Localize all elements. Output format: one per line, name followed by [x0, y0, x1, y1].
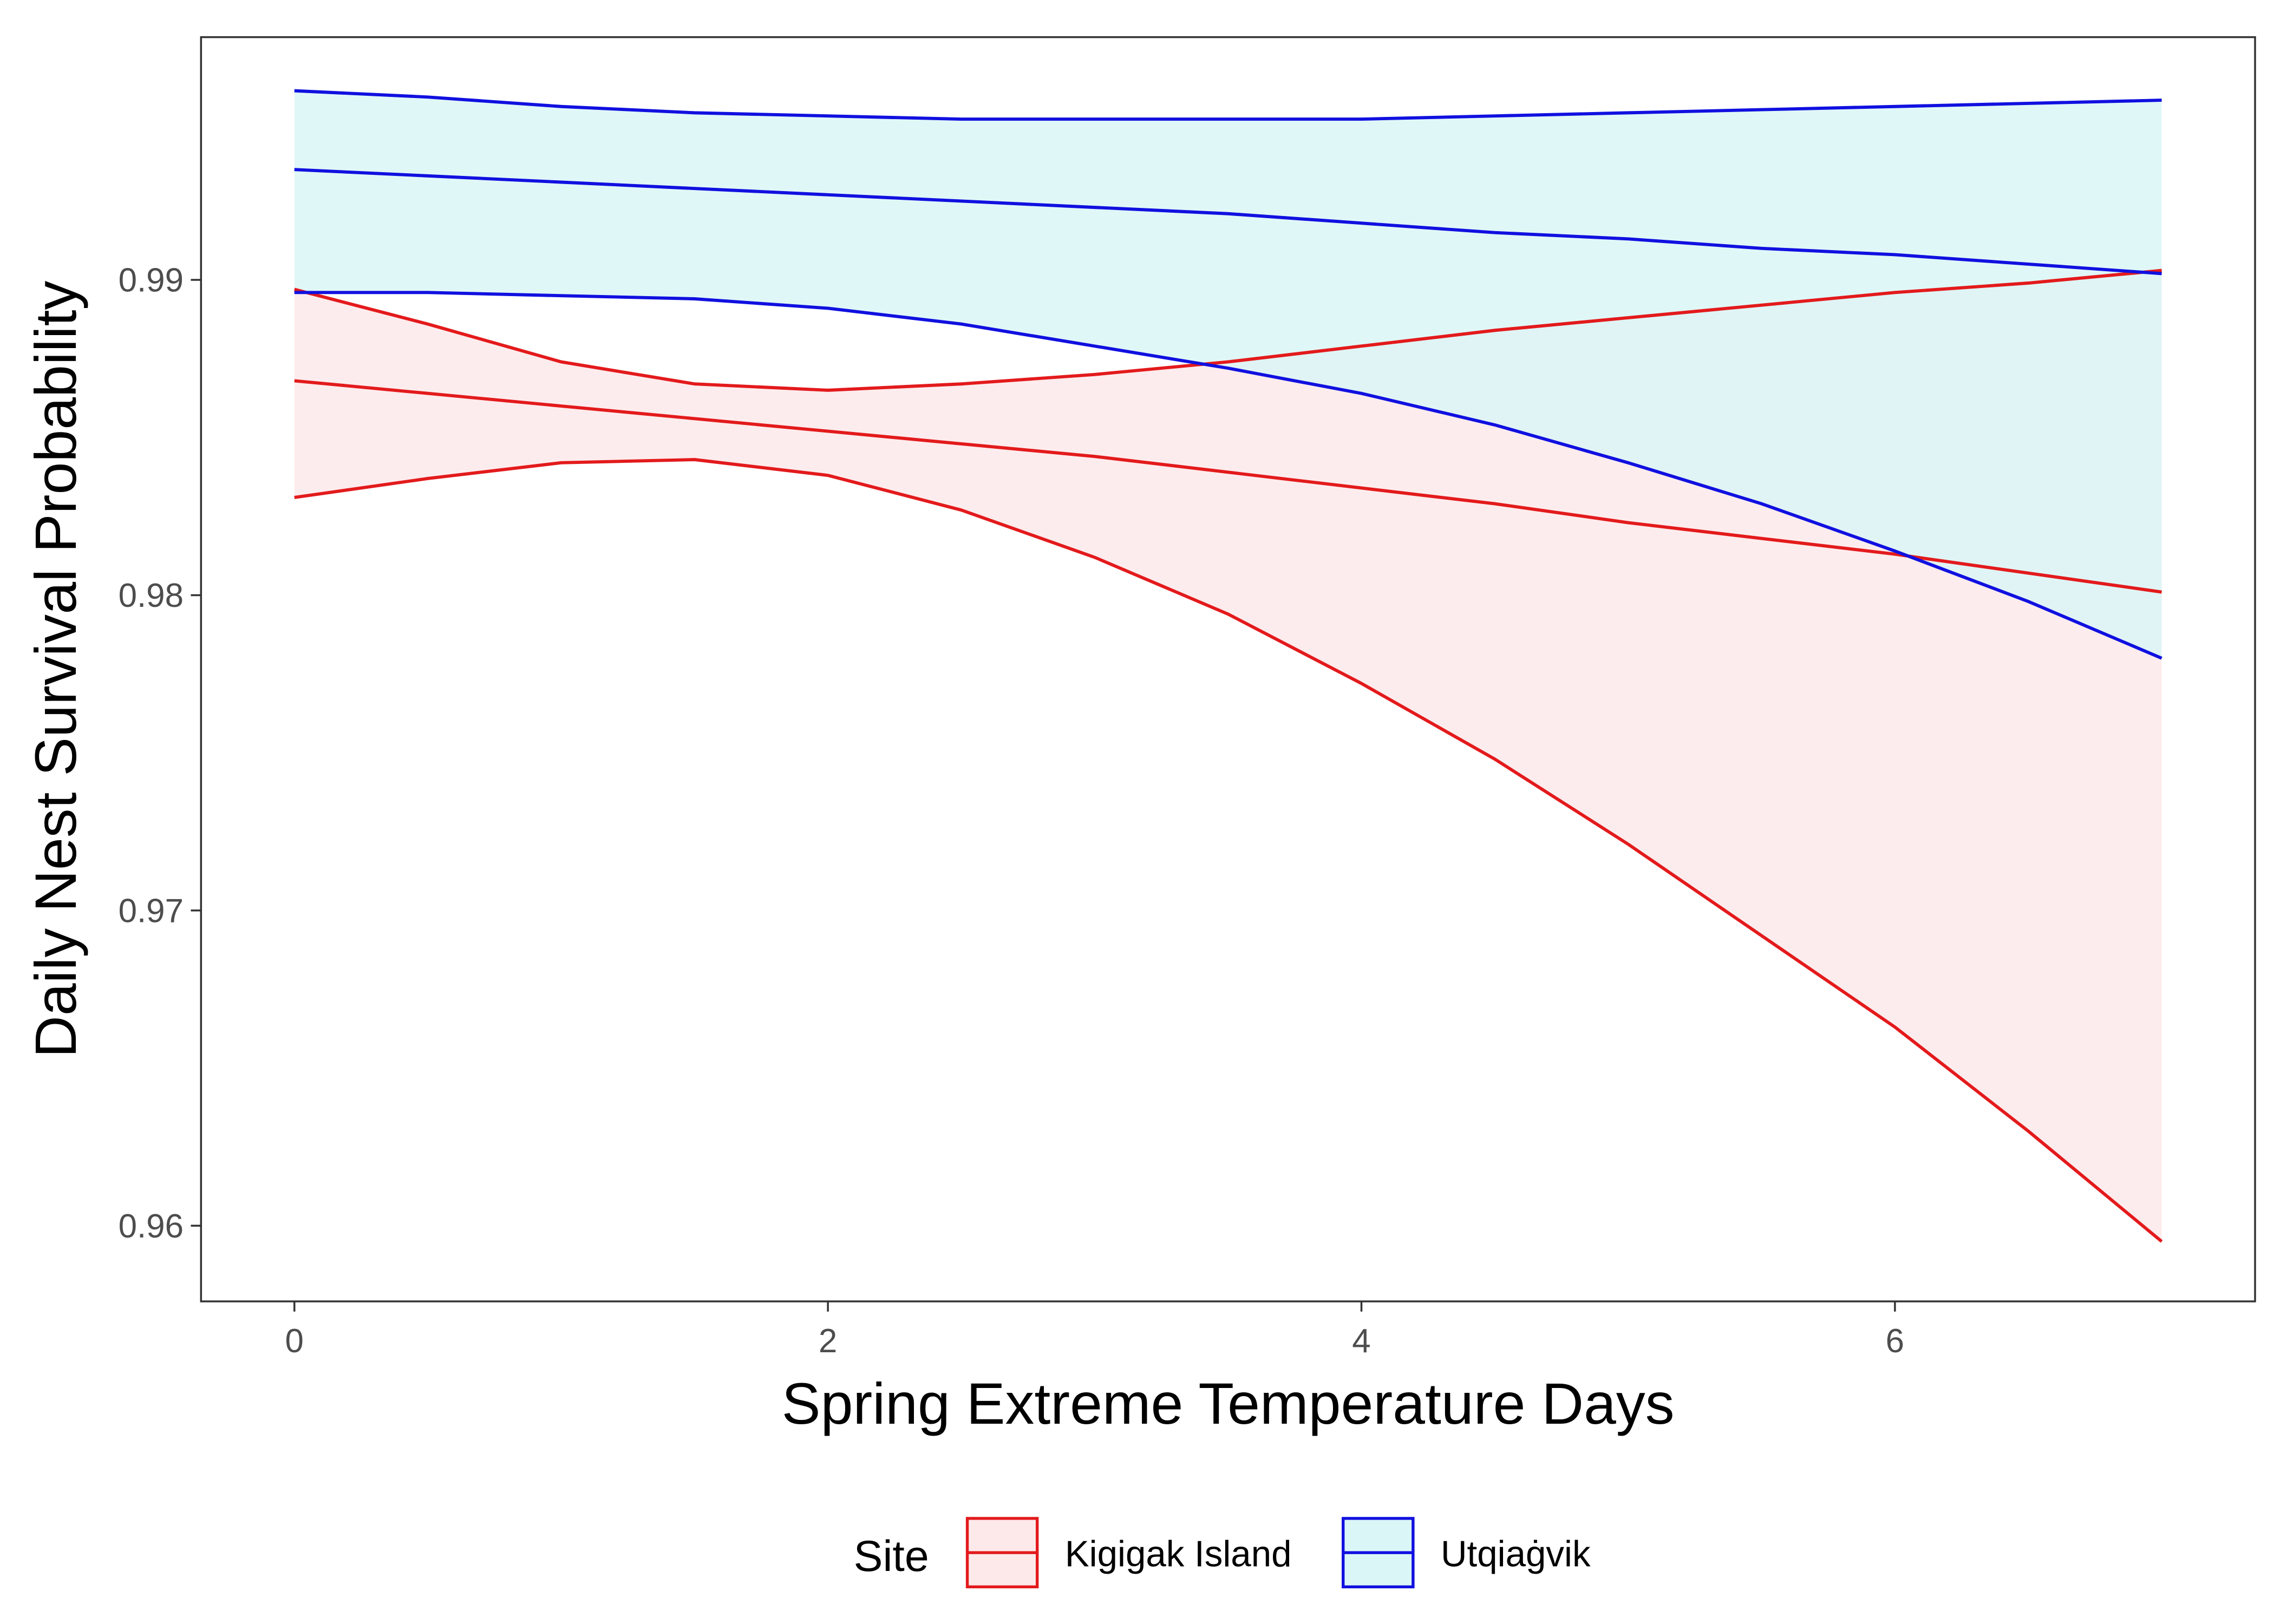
- x-tick-label: 2: [819, 1322, 837, 1360]
- confidence-band-kigigak: [294, 270, 2162, 1242]
- legend-title: Site: [854, 1532, 929, 1581]
- x-axis: 0 2 4 6: [285, 1301, 1904, 1360]
- confidence-bands: [294, 90, 2162, 1242]
- legend-item-kigigak: Kigigak Island: [965, 1517, 1292, 1589]
- legend-item-utqiagvik: Utqiaġvik: [1342, 1517, 1591, 1589]
- series-line-kigigak: [294, 379, 2162, 594]
- legend: Site Kigigak Island Utqiaġvik: [854, 1517, 1591, 1589]
- y-axis: 0.96 0.97 0.98 0.99: [119, 262, 201, 1245]
- y-tick-label: 0.97: [119, 892, 184, 929]
- y-tick-label: 0.99: [119, 262, 184, 299]
- upper-bound-line-kigigak: [293, 269, 2162, 392]
- series-line-utqiagvik: [294, 168, 2162, 276]
- lower-bound-line-kigigak: [294, 458, 2163, 1243]
- lower-bound-line-utqiagvik: [294, 291, 2162, 660]
- upper-bound-line-utqiagvik: [294, 89, 2162, 121]
- confidence-band-utqiagvik: [294, 90, 2162, 658]
- legend-label-kigigak: Kigigak Island: [1065, 1534, 1292, 1575]
- x-tick-label: 0: [285, 1322, 304, 1360]
- series-lines: [293, 89, 2163, 1243]
- x-tick-label: 6: [1886, 1322, 1904, 1360]
- y-tick-label: 0.98: [119, 577, 184, 614]
- y-tick-label: 0.96: [119, 1208, 184, 1245]
- legend-label-utqiagvik: Utqiaġvik: [1441, 1534, 1591, 1575]
- y-axis-title: Daily Nest Survival Probability: [23, 280, 88, 1057]
- panel-border: [200, 36, 2256, 1302]
- x-axis-title: Spring Extreme Temperature Days: [782, 1371, 1675, 1436]
- x-tick-label: 4: [1352, 1322, 1370, 1360]
